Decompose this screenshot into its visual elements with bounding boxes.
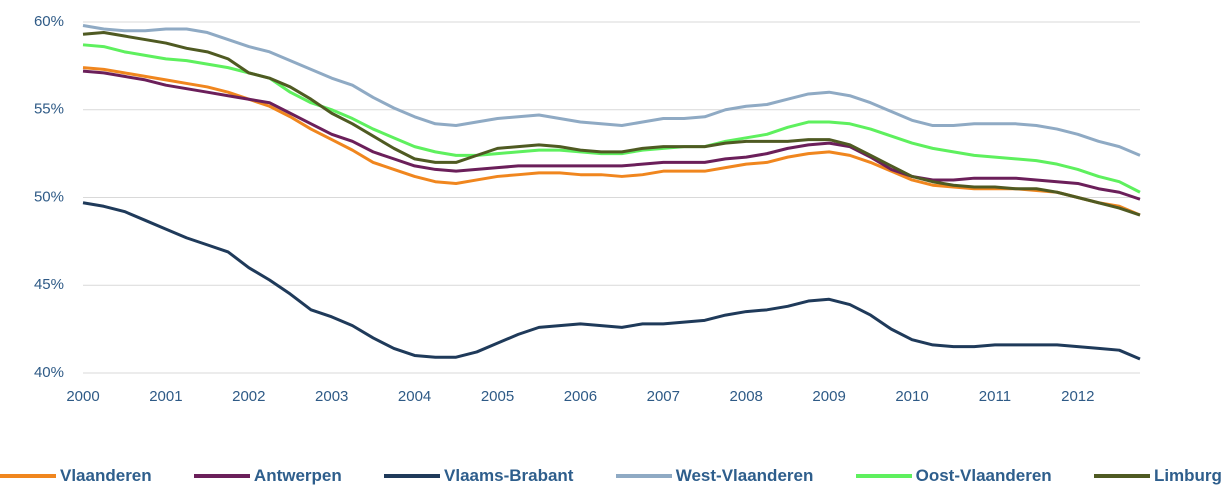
legend-label: West-Vlaanderen xyxy=(675,466,814,485)
legend-label: Antwerpen xyxy=(253,466,342,485)
y-tick-label: 60% xyxy=(34,13,64,30)
x-tick-label: 2012 xyxy=(1061,388,1094,405)
legend-swatch xyxy=(615,474,672,478)
legend-label: Limburg xyxy=(1153,466,1222,485)
x-tick-label: 2003 xyxy=(315,388,348,405)
x-tick-label: 2001 xyxy=(149,388,182,405)
legend-swatch xyxy=(1093,474,1150,478)
x-tick-label: 2009 xyxy=(812,388,845,405)
y-tick-label: 55% xyxy=(34,101,64,118)
series-line xyxy=(82,69,1141,201)
legend-item: Limburg xyxy=(1093,466,1222,486)
series-line xyxy=(82,24,1141,157)
legend-item: Vlaanderen xyxy=(0,466,152,486)
x-tick-label: 2007 xyxy=(647,388,680,405)
series-line xyxy=(82,66,1141,217)
legend-item: West-Vlaanderen xyxy=(615,466,814,486)
y-tick-label: 50% xyxy=(34,188,64,205)
x-tick-label: 2000 xyxy=(66,388,99,405)
legend-label: Vlaams-Brabant xyxy=(444,466,574,485)
x-tick-label: 2006 xyxy=(564,388,597,405)
x-tick-label: 2002 xyxy=(232,388,265,405)
y-tick-label: 40% xyxy=(34,364,64,381)
legend-label: Oost-Vlaanderen xyxy=(915,466,1052,485)
legend-swatch xyxy=(384,474,441,478)
legend-swatch xyxy=(0,474,56,478)
x-tick-label: 2008 xyxy=(730,388,763,405)
series-line xyxy=(82,31,1141,217)
x-tick-label: 2004 xyxy=(398,388,431,405)
legend-item: Antwerpen xyxy=(193,466,342,486)
chart: 40% 45% 50% 55% 60% 2000 2001 2002 2003 2004 2005 2… xyxy=(34,13,1141,405)
legend: Vlaanderen Antwerpen Vlaams-Brabant West-Vl… xyxy=(0,466,1222,486)
x-tick-label: 2010 xyxy=(895,388,928,405)
legend-item: Oost-Vlaanderen xyxy=(855,466,1052,486)
series-line xyxy=(82,201,1141,361)
legend-label: Vlaanderen xyxy=(60,466,152,485)
legend-swatch xyxy=(193,474,250,478)
x-tick-label: 2005 xyxy=(481,388,514,405)
legend-swatch xyxy=(855,474,912,478)
y-tick-label: 45% xyxy=(34,276,64,293)
x-tick-label: 2011 xyxy=(979,388,1011,405)
legend-item: Vlaams-Brabant xyxy=(384,466,573,486)
